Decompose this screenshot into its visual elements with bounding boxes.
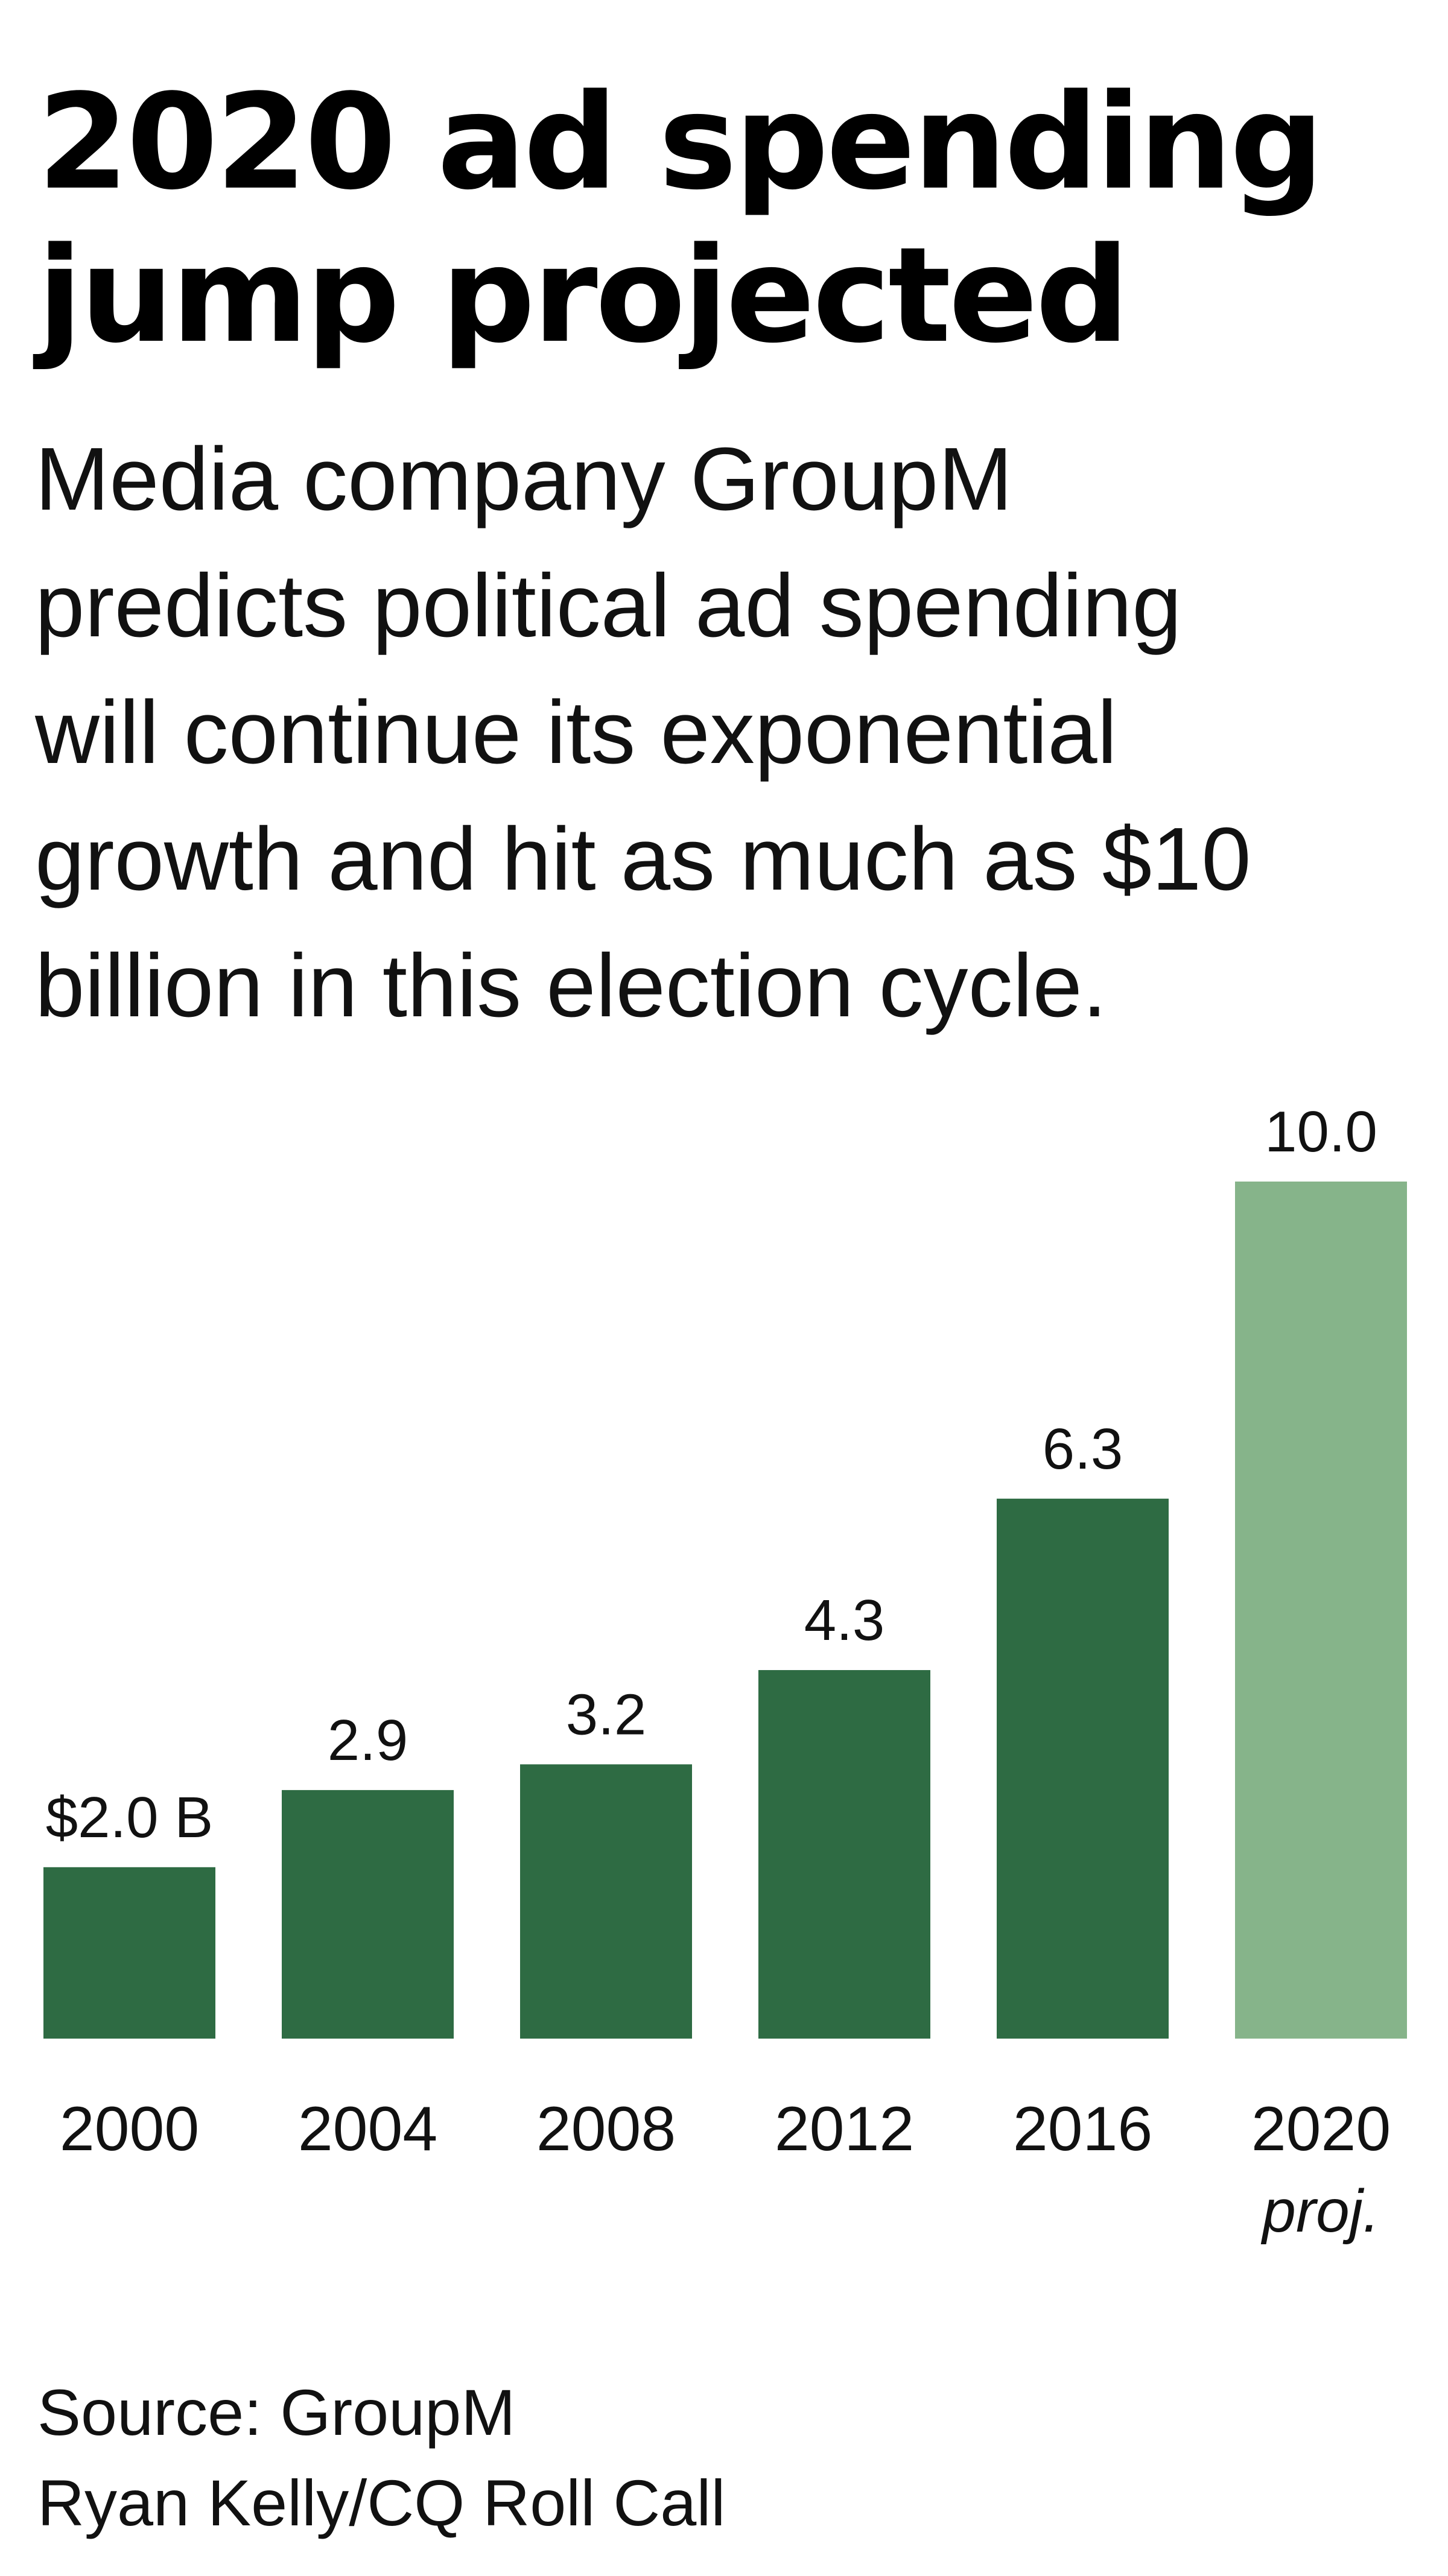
x-tick-label-2020: 2020 <box>1251 2094 1391 2164</box>
value-label-2016: 6.3 <box>1043 1417 1123 1481</box>
bar-2020 <box>1235 1182 1407 2039</box>
subtitle-line-4: growth and hit as much as $10 <box>35 809 1251 909</box>
bar-2012 <box>758 1669 930 2039</box>
chart-footer: Source: GroupM Ryan Kelly/CQ Roll Call <box>37 2367 1425 2548</box>
subtitle-line-2: predicts political ad spending <box>35 556 1182 656</box>
subtitle-line-5: billion in this election cycle. <box>35 936 1107 1036</box>
x-tick-label-2016: 2016 <box>1013 2094 1152 2164</box>
x-tick-label-2004: 2004 <box>298 2094 437 2164</box>
credit-note: Ryan Kelly/CQ Roll Call <box>37 2466 726 2539</box>
value-label-2000: $2.0 B <box>46 1785 214 1850</box>
source-note: Source: GroupM <box>37 2376 516 2449</box>
x-tick-note-2020: proj. <box>1260 2177 1380 2245</box>
bar-2000 <box>43 1867 215 2039</box>
chart-title: 2020 ad spending jump projected <box>37 66 1425 373</box>
value-label-2020: 10.0 <box>1265 1100 1377 1164</box>
bar-chart: $2.0 B 2000 2.9 2004 3.2 2008 4.3 2012 6.3 2016 10… <box>43 1100 1407 2245</box>
value-label-2004: 2.9 <box>328 1708 408 1773</box>
subtitle-line-1: Media company GroupM <box>35 429 1013 529</box>
chart-title-line-2: jump projected <box>37 220 1129 372</box>
chart-title-line-1: 2020 ad spending <box>37 66 1324 219</box>
chart-subtitle: Media company GroupM predicts political … <box>35 416 1435 1049</box>
bar-2004 <box>282 1790 454 2039</box>
bar-2016 <box>997 1498 1169 2039</box>
value-label-2008: 3.2 <box>566 1682 646 1747</box>
x-tick-label-2008: 2008 <box>536 2094 676 2164</box>
bar-2008 <box>520 1764 692 2039</box>
x-tick-label-2012: 2012 <box>775 2094 914 2164</box>
subtitle-line-3: will continue its exponential <box>35 683 1117 782</box>
x-tick-label-2000: 2000 <box>60 2094 199 2164</box>
value-label-2012: 4.3 <box>804 1588 884 1653</box>
